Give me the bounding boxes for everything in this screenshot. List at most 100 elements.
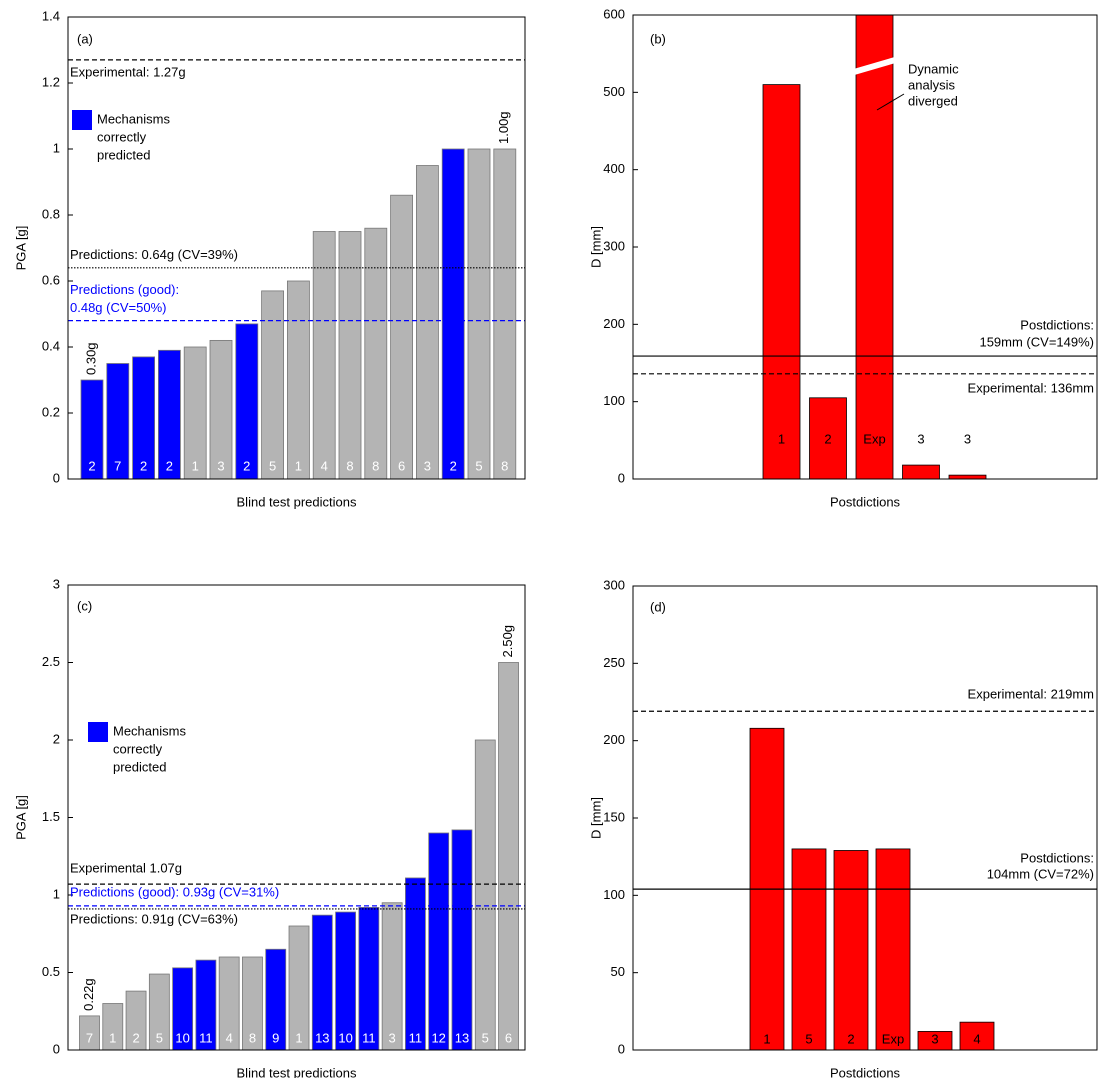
bar-label: 12 — [431, 1030, 445, 1045]
y-tick-label: 300 — [603, 238, 625, 253]
bar-label: 6 — [505, 1030, 512, 1045]
bar — [338, 231, 362, 480]
reference-label: 104mm (CV=72%) — [987, 867, 1094, 882]
y-tick-label: 0.4 — [42, 338, 60, 353]
bar-label: 13 — [315, 1030, 329, 1045]
y-tick-label: 600 — [603, 6, 625, 21]
bar — [312, 231, 336, 480]
annotation: diverged — [908, 93, 958, 108]
y-tick-label: 150 — [603, 809, 625, 824]
bar-label: 4 — [321, 458, 328, 473]
reference-label: Experimental: 219mm — [968, 687, 1094, 702]
bar — [428, 832, 450, 1051]
bar-label: 2 — [243, 458, 250, 473]
y-tick-label: 200 — [603, 732, 625, 747]
bar — [474, 739, 496, 1051]
y-axis-label: PGA [g] — [13, 795, 28, 840]
bar-label: 2 — [132, 1030, 139, 1045]
y-tick-label: 0.2 — [42, 404, 60, 419]
bar-label: 2 — [88, 458, 95, 473]
y-tick-label: 1.5 — [42, 809, 60, 824]
reference-label: 0.48g (CV=50%) — [70, 300, 166, 315]
y-tick-label: 0.6 — [42, 272, 60, 287]
bar-label: 8 — [249, 1030, 256, 1045]
bar-label: 8 — [372, 458, 379, 473]
bar-label: 3 — [917, 431, 924, 446]
bar-label: 5 — [805, 1031, 812, 1046]
bar-label: 11 — [409, 1030, 423, 1045]
y-tick-label: 1.2 — [42, 74, 60, 89]
bar-label: 2 — [166, 458, 173, 473]
panel-label: (d) — [650, 599, 666, 614]
reference-label: 159mm (CV=149%) — [979, 334, 1094, 349]
bar — [791, 848, 827, 1051]
legend-label: correctly — [97, 129, 147, 144]
reference-label: Postdictions: — [1020, 317, 1094, 332]
bar — [855, 14, 894, 480]
bar-label: 13 — [455, 1030, 469, 1045]
reference-label: Predictions (good): — [70, 282, 179, 297]
bar-label: 2 — [140, 458, 147, 473]
bar-label: 2 — [824, 431, 831, 446]
panel-label: (c) — [77, 598, 92, 613]
annotation: analysis — [908, 77, 955, 92]
bar-label: 6 — [398, 458, 405, 473]
bar-label: 11 — [362, 1030, 376, 1045]
bar-label: 10 — [175, 1030, 189, 1045]
axes-box — [632, 585, 1098, 1051]
bar-label: 4 — [973, 1031, 980, 1046]
bar — [364, 227, 388, 480]
bar — [358, 907, 380, 1051]
axes-box — [632, 14, 1098, 480]
bar-label: 10 — [338, 1030, 352, 1045]
y-tick-label: 300 — [603, 577, 625, 592]
bar — [902, 464, 940, 480]
bar — [261, 290, 285, 480]
legend-label: predicted — [97, 147, 150, 162]
value-label: 1.00g — [496, 111, 511, 144]
bar-label: 4 — [226, 1030, 233, 1045]
bar — [467, 148, 491, 480]
bar-label: 8 — [346, 458, 353, 473]
bar-label: 1 — [295, 458, 302, 473]
bar-label: 2 — [450, 458, 457, 473]
y-tick-label: 250 — [603, 655, 625, 670]
y-tick-label: 1 — [53, 886, 60, 901]
bar-label: 5 — [156, 1030, 163, 1045]
value-label: 2.50g — [500, 625, 515, 658]
y-tick-label: 2 — [53, 731, 60, 746]
y-tick-label: 1 — [53, 140, 60, 155]
bar-label: 7 — [86, 1030, 93, 1045]
bar-label: 9 — [272, 1030, 279, 1045]
bar-label: 5 — [269, 458, 276, 473]
y-tick-label: 0.5 — [42, 964, 60, 979]
bar-label: 3 — [217, 458, 224, 473]
y-axis-label: D [mm] — [588, 226, 603, 268]
bar — [809, 397, 847, 480]
bar-label: 1 — [109, 1030, 116, 1045]
y-tick-label: 200 — [603, 316, 625, 331]
reference-label: Experimental 1.07g — [70, 861, 182, 876]
reference-label: Predictions: 0.91g (CV=63%) — [70, 911, 238, 926]
bar — [390, 194, 414, 480]
bar-label: 1 — [778, 431, 785, 446]
bar-label: 3 — [964, 431, 971, 446]
y-tick-label: 2.5 — [42, 654, 60, 669]
bar — [762, 84, 801, 480]
bar — [875, 848, 911, 1051]
y-tick-label: 0 — [618, 1041, 625, 1056]
bar-label: 11 — [199, 1030, 213, 1045]
y-tick-label: 3 — [53, 576, 60, 591]
y-tick-label: 0 — [53, 470, 60, 485]
y-tick-label: 0 — [618, 470, 625, 485]
bar-label: 3 — [931, 1031, 938, 1046]
bar-label: 2 — [847, 1031, 854, 1046]
y-tick-label: 0.8 — [42, 206, 60, 221]
bar — [405, 877, 426, 1051]
bar — [441, 148, 465, 480]
bar-label: 1 — [192, 458, 199, 473]
bar — [335, 911, 356, 1051]
annotation-leader — [876, 93, 905, 111]
x-axis-label: Blind test predictions — [237, 494, 357, 509]
